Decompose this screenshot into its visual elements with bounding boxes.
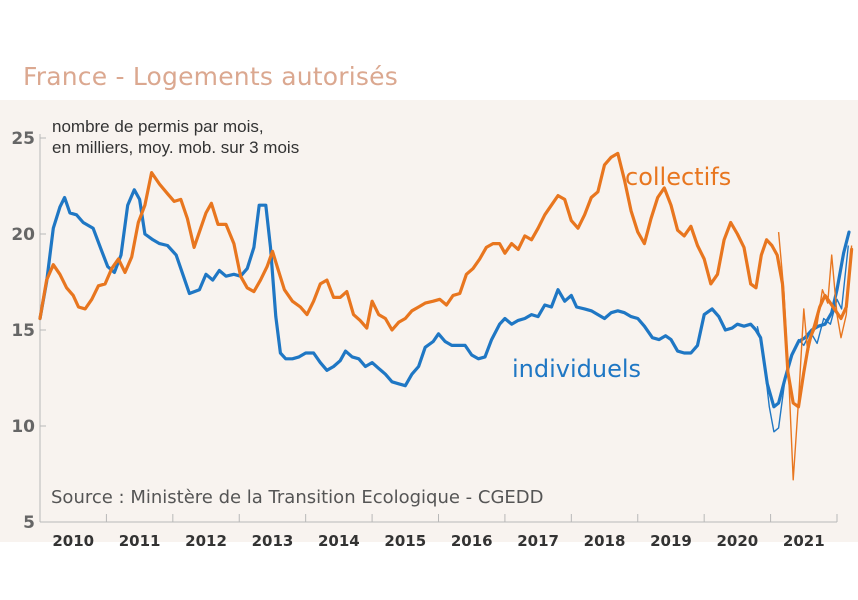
x-tick-label: 2015 xyxy=(384,532,426,550)
chart-title: France - Logements autorisés xyxy=(23,62,398,91)
x-tick-label: 2018 xyxy=(584,532,626,550)
x-tick-label: 2013 xyxy=(252,532,294,550)
x-tick-label: 2010 xyxy=(52,532,94,550)
x-tick-label: 2021 xyxy=(783,532,825,550)
x-tick-label: 2016 xyxy=(451,532,493,550)
y-axis: 5 10 15 20 25 xyxy=(11,129,46,533)
x-tick-label: 2014 xyxy=(318,532,360,550)
x-axis: 2010 2011 2012 2013 2014 2015 2016 2017 2018 2019… xyxy=(39,514,838,550)
y-tick-label: 10 xyxy=(11,417,35,437)
series-line-individuels xyxy=(38,188,851,409)
y-tick-label: 5 xyxy=(23,513,35,533)
series-lines xyxy=(38,151,854,481)
plot-background xyxy=(0,100,858,542)
x-tick-label: 2012 xyxy=(185,532,227,550)
y-tick-label: 25 xyxy=(11,129,35,149)
series-line-collectifs xyxy=(38,151,854,409)
x-tick-label: 2011 xyxy=(119,532,161,550)
y-axis-note-line-1: nombre de permis par mois, xyxy=(52,117,264,136)
series-label-collectifs: collectifs xyxy=(625,163,731,191)
y-axis-note-line-2: en milliers, moy. mob. sur 3 mois xyxy=(52,138,299,157)
x-tick-label: 2019 xyxy=(650,532,692,550)
series-line-individuels-thin xyxy=(756,245,849,433)
series-label-individuels: individuels xyxy=(512,355,641,383)
x-tick-label: 2020 xyxy=(717,532,759,550)
source-note: Source : Ministère de la Transition Ecol… xyxy=(51,487,544,508)
y-tick-label: 20 xyxy=(11,225,35,245)
x-tick-label: 2017 xyxy=(517,532,559,550)
y-tick-label: 15 xyxy=(11,321,35,341)
